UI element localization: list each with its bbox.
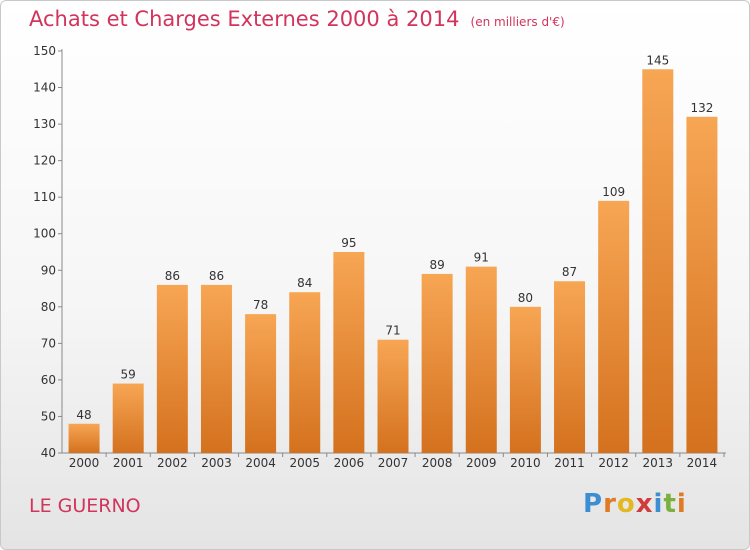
x-tick-label: 2001 bbox=[113, 456, 144, 470]
bar-value-label: 86 bbox=[165, 269, 180, 283]
bar-value-label: 80 bbox=[518, 291, 533, 305]
logo-letter: o bbox=[616, 489, 636, 519]
bar bbox=[465, 266, 497, 453]
x-tick-label: 2002 bbox=[157, 456, 188, 470]
bar bbox=[289, 292, 321, 453]
y-tick-label: 80 bbox=[41, 300, 56, 314]
x-tick-label: 2008 bbox=[422, 456, 453, 470]
bar bbox=[68, 423, 100, 453]
bar-value-label: 132 bbox=[690, 101, 713, 115]
y-tick-label: 120 bbox=[33, 154, 56, 168]
bar-value-label: 91 bbox=[474, 251, 489, 265]
logo-letter: x bbox=[635, 489, 654, 519]
x-tick-label: 2014 bbox=[687, 456, 718, 470]
bar-value-label: 89 bbox=[429, 258, 444, 272]
chart-title: Achats et Charges Externes 2000 à 2014 (… bbox=[29, 7, 565, 31]
y-tick-label: 110 bbox=[33, 190, 56, 204]
y-tick-label: 100 bbox=[33, 227, 56, 241]
bar bbox=[554, 281, 586, 453]
bar-value-label: 87 bbox=[562, 265, 577, 279]
x-tick-label: 2010 bbox=[510, 456, 541, 470]
logo-letter: t bbox=[663, 489, 677, 519]
y-tick-label: 130 bbox=[33, 117, 56, 131]
x-tick-label: 2003 bbox=[201, 456, 232, 470]
bar bbox=[686, 116, 718, 454]
x-tick-label: 2000 bbox=[69, 456, 100, 470]
bar-value-label: 78 bbox=[253, 298, 268, 312]
bar bbox=[200, 284, 232, 453]
proxiti-logo: Proxiti bbox=[583, 489, 687, 519]
axes: 40 50 60 70 80 90 100 110 120 130 140 150 2000 2001 20… bbox=[33, 44, 726, 470]
x-tick-label: 2006 bbox=[334, 456, 365, 470]
y-tick-label: 90 bbox=[41, 263, 56, 277]
bar-value-label: 59 bbox=[121, 368, 136, 382]
bar bbox=[156, 284, 188, 453]
bar-value-label: 84 bbox=[297, 276, 312, 290]
logo-letter: i bbox=[653, 489, 664, 519]
chart-title-text: Achats et Charges Externes 2000 à 2014 bbox=[29, 7, 460, 31]
x-tick-label: 2007 bbox=[378, 456, 409, 470]
x-tick-label: 2009 bbox=[466, 456, 497, 470]
bar-value-label: 109 bbox=[602, 185, 625, 199]
x-tick-label: 2004 bbox=[245, 456, 276, 470]
bar-value-label: 71 bbox=[385, 324, 400, 338]
bar bbox=[377, 339, 409, 453]
bar bbox=[245, 314, 277, 453]
bar-value-label: 95 bbox=[341, 236, 356, 250]
bar bbox=[333, 252, 365, 453]
place-name: LE GUERNO bbox=[29, 495, 141, 517]
x-tick-label: 2005 bbox=[289, 456, 320, 470]
chart-unit: (en milliers d'€) bbox=[470, 15, 565, 29]
logo-letter: r bbox=[603, 489, 617, 519]
logo-letter: P bbox=[583, 489, 604, 519]
y-tick-label: 60 bbox=[41, 373, 56, 387]
y-tick-label: 40 bbox=[41, 446, 56, 460]
logo-letter: i bbox=[676, 489, 687, 519]
bar-value-label: 86 bbox=[209, 269, 224, 283]
x-tick-label: 2013 bbox=[643, 456, 674, 470]
bar bbox=[112, 383, 144, 453]
y-tick-label: 150 bbox=[33, 44, 56, 58]
y-tick-label: 50 bbox=[41, 409, 56, 423]
x-tick-label: 2012 bbox=[598, 456, 629, 470]
x-tick-label: 2011 bbox=[554, 456, 585, 470]
y-tick-label: 140 bbox=[33, 81, 56, 95]
bar-value-label: 145 bbox=[646, 53, 669, 67]
bar bbox=[598, 200, 630, 453]
bar bbox=[509, 306, 541, 453]
y-tick-label: 70 bbox=[41, 336, 56, 350]
bars: 48 59 86 86 78 84 95 71 89 91 80 87 109 145 132 bbox=[68, 53, 718, 454]
bar bbox=[642, 69, 674, 453]
bar bbox=[421, 273, 453, 453]
bar-value-label: 48 bbox=[76, 408, 91, 422]
